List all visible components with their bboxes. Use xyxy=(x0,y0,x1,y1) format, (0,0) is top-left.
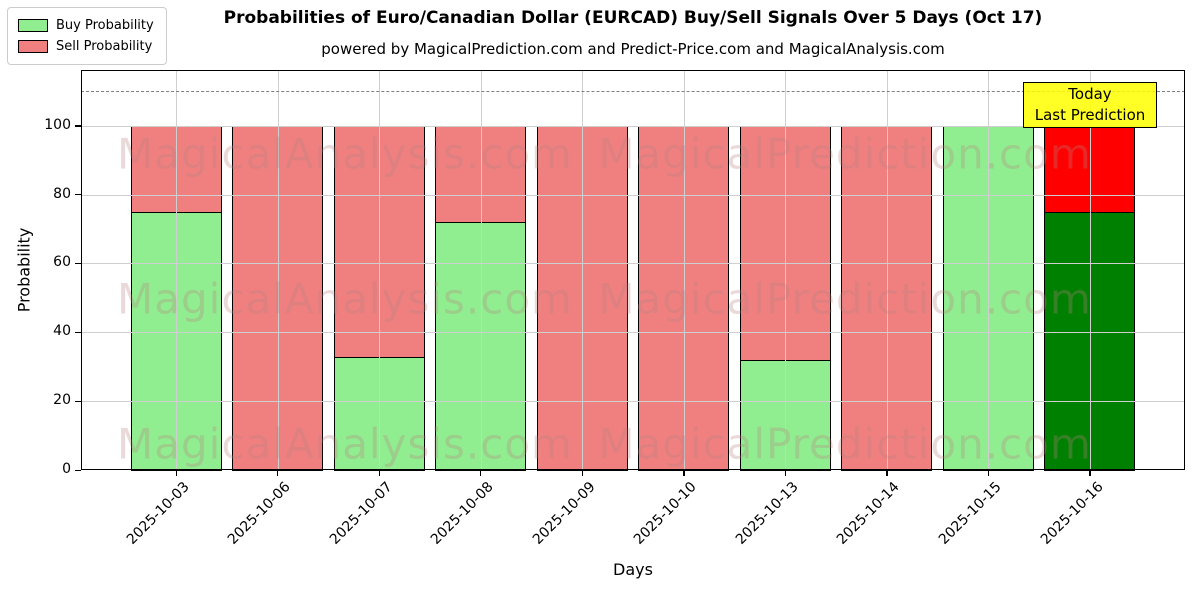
y-axis-label: Probability xyxy=(14,227,34,313)
x-tick-mark xyxy=(987,470,990,476)
x-tick-label-2025-10-07: 2025-10-07 xyxy=(326,479,396,548)
buy-probability-swatch xyxy=(18,19,48,32)
gridline-vertical xyxy=(582,70,584,470)
gridline-vertical xyxy=(480,70,482,470)
x-axis-label: Days xyxy=(613,560,653,579)
x-tick-mark xyxy=(784,470,787,476)
x-tick-label-2025-10-10: 2025-10-10 xyxy=(631,479,701,548)
y-tick-label: 60 xyxy=(53,254,71,271)
gridline-vertical xyxy=(683,70,685,470)
y-tick-mark xyxy=(75,331,81,334)
x-tick-mark xyxy=(683,470,685,476)
x-tick-label-2025-10-13: 2025-10-13 xyxy=(732,479,802,548)
x-tick-label-2025-10-06: 2025-10-06 xyxy=(225,479,294,548)
x-tick-label-2025-10-08: 2025-10-08 xyxy=(428,479,497,548)
watermark-magicalprediction: MagicalPrediction.com xyxy=(598,129,1092,179)
y-tick-label: 20 xyxy=(53,392,71,409)
legend-item-buy: Buy Probability xyxy=(18,15,156,36)
x-tick-mark xyxy=(1089,470,1091,476)
x-tick-mark xyxy=(378,470,380,476)
gridline-vertical xyxy=(886,70,888,470)
legend-label-buy: Buy Probability xyxy=(56,18,154,33)
watermark-magicalprediction: MagicalPrediction.com xyxy=(598,419,1092,469)
gridline-horizontal xyxy=(81,125,1185,127)
chart-title: Probabilities of Euro/Canadian Dollar (E… xyxy=(223,8,1043,28)
y-tick-mark xyxy=(75,125,81,127)
watermark-magicalanalysis: MagicalAnalysis.com xyxy=(117,274,573,324)
sell-probability-swatch xyxy=(18,40,48,53)
chart-subtitle: powered by MagicalPrediction.com and Pre… xyxy=(321,40,945,58)
watermark-magicalanalysis: MagicalAnalysis.com xyxy=(117,129,573,179)
annotation-line-1: Today xyxy=(1068,85,1112,103)
legend: Buy Probability Sell Probability xyxy=(7,7,167,65)
y-tick-label: 100 xyxy=(44,116,71,133)
gridline-vertical xyxy=(988,70,990,470)
y-tick-mark xyxy=(75,262,81,265)
x-tick-mark xyxy=(277,470,279,476)
plot-area: MagicalAnalysis.com MagicalPrediction.com… xyxy=(81,70,1185,472)
y-tick-label: 80 xyxy=(53,185,71,202)
gridline-vertical xyxy=(176,70,177,470)
x-tick-mark xyxy=(175,470,177,476)
x-tick-mark xyxy=(886,470,888,476)
watermark-magicalanalysis: MagicalAnalysis.com xyxy=(117,419,573,469)
x-tick-label-2025-10-15: 2025-10-15 xyxy=(935,479,1005,548)
y-tick-mark xyxy=(75,400,81,402)
gridline-horizontal xyxy=(81,263,1185,265)
legend-label-sell: Sell Probability xyxy=(56,39,153,54)
x-tick-label-2025-10-14: 2025-10-14 xyxy=(834,479,904,548)
gridline-vertical xyxy=(1089,70,1091,470)
y-tick-label: 0 xyxy=(62,461,71,477)
gridline-horizontal xyxy=(81,194,1185,196)
x-tick-label-2025-10-03: 2025-10-03 xyxy=(123,479,193,548)
x-tick-mark xyxy=(581,470,583,476)
y-tick-label: 40 xyxy=(53,323,71,340)
y-tick-mark xyxy=(75,194,81,196)
gridline-horizontal xyxy=(81,401,1185,403)
x-tick-label-2025-10-16: 2025-10-16 xyxy=(1037,479,1107,548)
gridline-vertical xyxy=(785,70,787,470)
gridline-horizontal xyxy=(81,332,1185,334)
x-tick-label-2025-10-09: 2025-10-09 xyxy=(529,479,599,548)
today-annotation: Today Last Prediction xyxy=(1023,82,1157,128)
legend-item-sell: Sell Probability xyxy=(18,36,156,57)
y-tick-mark xyxy=(75,469,81,471)
annotation-line-2: Last Prediction xyxy=(1034,106,1146,124)
gridline-vertical xyxy=(379,70,381,470)
watermark-magicalprediction: MagicalPrediction.com xyxy=(598,274,1092,324)
gridline-vertical xyxy=(277,70,279,470)
x-tick-mark xyxy=(480,470,482,476)
threshold-dashed-line xyxy=(81,91,1185,93)
